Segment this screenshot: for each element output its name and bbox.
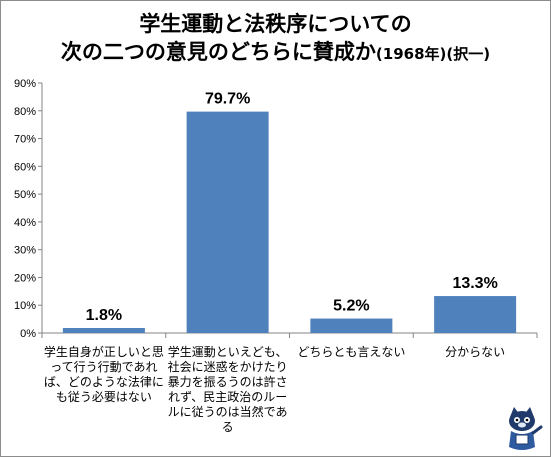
y-tick-label: 30% bbox=[14, 245, 36, 257]
y-tick-label: 90% bbox=[14, 78, 36, 90]
data-label: 79.7% bbox=[205, 91, 250, 108]
data-label: 5.2% bbox=[333, 298, 369, 315]
category-label: 学生運動といえども、社会に迷惑をかけたり暴力を振るうのは許されず、民主政治のルー… bbox=[167, 345, 288, 434]
y-tick-label: 80% bbox=[14, 106, 36, 118]
bar bbox=[434, 296, 517, 333]
bars bbox=[62, 111, 517, 333]
y-tick-label: 20% bbox=[14, 272, 36, 284]
y-tick-label: 40% bbox=[14, 217, 36, 229]
data-label: 13.3% bbox=[452, 275, 497, 292]
chart-title-line1: 学生運動と法秩序についての bbox=[139, 12, 412, 36]
mascot-logo-icon bbox=[509, 407, 543, 450]
y-tick-label: 0% bbox=[20, 328, 36, 340]
category-label: どちらとも言えない bbox=[297, 345, 406, 359]
data-label: 1.8% bbox=[86, 307, 122, 324]
category-label: 分からない bbox=[445, 345, 506, 359]
bar bbox=[62, 328, 145, 333]
chart-title-year: (1968年)(択一) bbox=[375, 45, 491, 63]
chart-title-line2: 次の二つの意見のどちらに賛成か(1968年)(択一) bbox=[0, 36, 551, 66]
y-tick-label: 70% bbox=[14, 134, 36, 146]
data-labels: 1.8% 79.7% 5.2% 13.3% bbox=[86, 91, 498, 324]
y-tick-label: 60% bbox=[14, 161, 36, 173]
category-label: 学生自身が正しいと思って行う行動であれば、どのような法律にも従う必要はない bbox=[43, 345, 164, 404]
bar bbox=[186, 111, 269, 333]
y-tick-label: 10% bbox=[14, 300, 36, 312]
y-tick-label: 50% bbox=[14, 189, 36, 201]
bar bbox=[310, 318, 393, 333]
chart-title-main: 次の二つの意見のどちらに賛成か bbox=[60, 40, 376, 64]
